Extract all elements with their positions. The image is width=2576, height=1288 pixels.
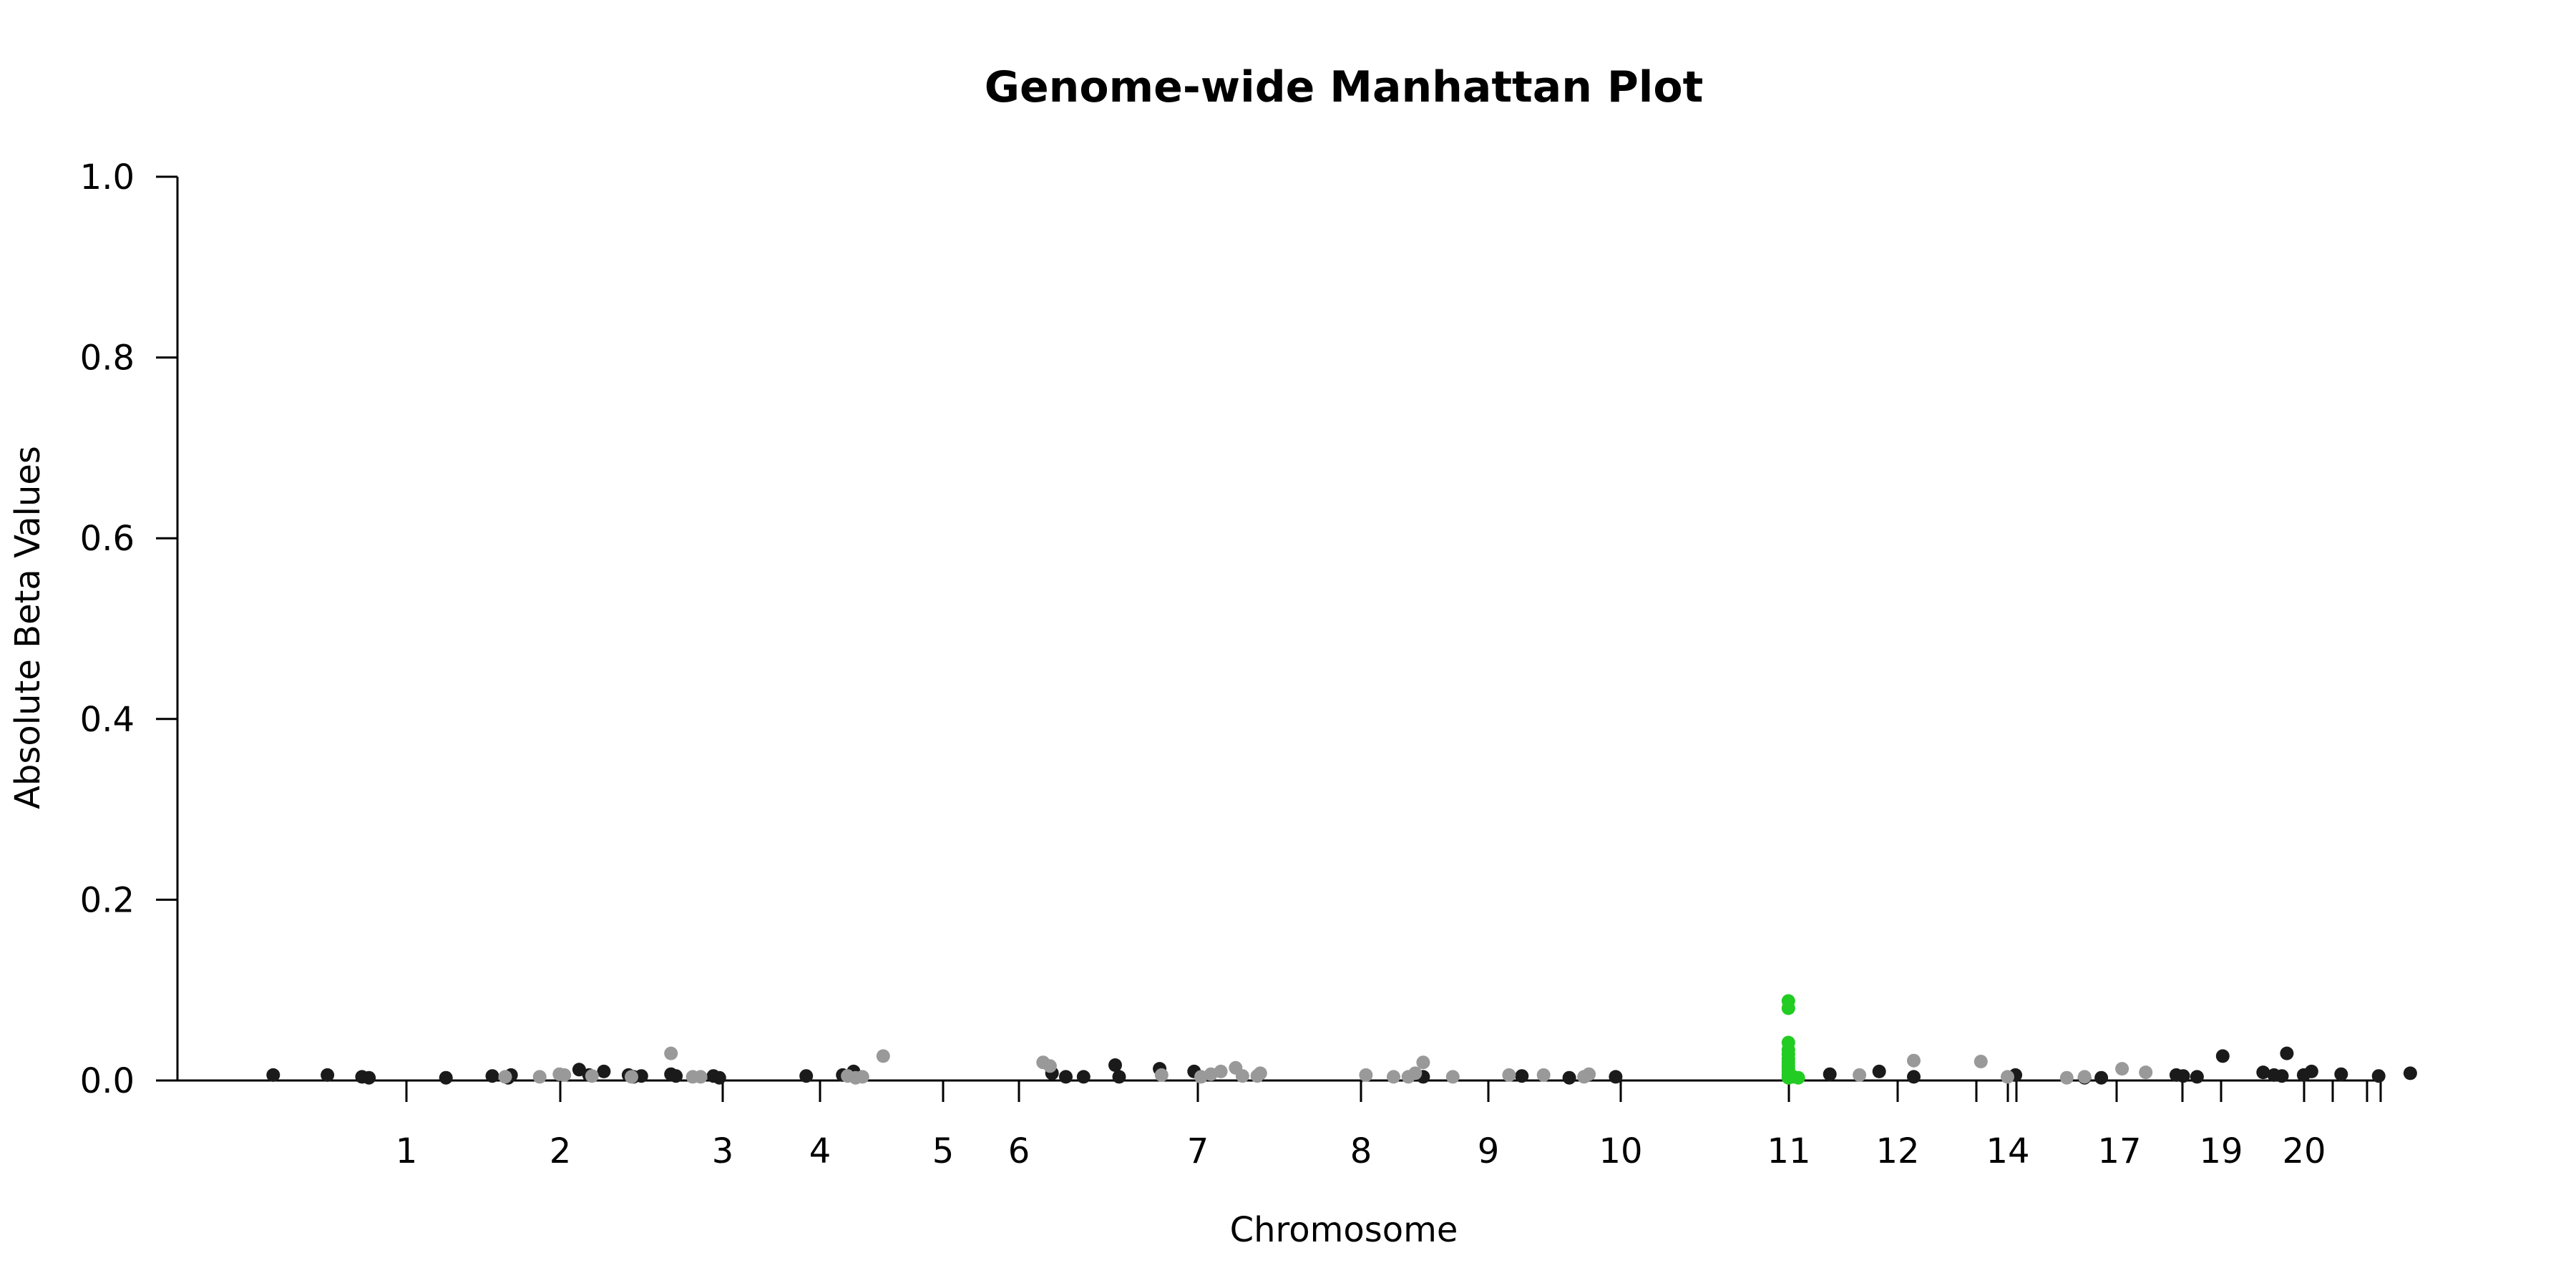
data-point-light [1907,1053,1921,1068]
x-tick-label: 3 [712,1131,734,1171]
data-point-light [664,1046,678,1060]
data-point-light [2001,1070,2014,1084]
data-point-dark [669,1069,683,1083]
y-tick-label: 0.0 [80,1061,135,1101]
data-point-dark [439,1070,453,1085]
data-point-light [693,1070,708,1084]
x-axis: 1 2 3 4 5 6 7 8 9 10 11 12 14 17 19 20 [177,1079,2382,1171]
data-point-dark [2176,1069,2190,1083]
y-axis-label: Absolute Beta Values [8,446,48,809]
data-point-dark [1076,1070,1091,1084]
data-point-light [1214,1064,1228,1078]
data-point-light [498,1070,512,1084]
data-point-light [2115,1062,2129,1076]
x-tick-label: 10 [1599,1131,1642,1171]
data-point-dark [1609,1070,1623,1084]
x-tick-label: 12 [1875,1131,1919,1171]
data-point-dark [2256,1065,2270,1080]
data-point-dark [2215,1049,2230,1063]
data-point-highlight [1791,1070,1805,1085]
data-point-dark [2334,1067,2348,1081]
data-point-light [1582,1067,1596,1081]
data-point-dark [597,1064,611,1078]
data-point-dark [1562,1070,1576,1085]
x-tick-label: 6 [1008,1131,1030,1171]
data-point-dark [1872,1064,1886,1078]
chart-title: Genome-wide Manhattan Plot [985,62,1704,112]
y-axis: 0.0 0.2 0.4 0.6 0.8 1.0 [80,157,179,1101]
x-tick-label: 5 [932,1131,955,1171]
y-tick-label: 0.2 [80,880,135,920]
data-point-light [1408,1066,1423,1080]
y-tick-label: 1.0 [80,157,135,197]
data-point-light [532,1070,547,1084]
data-point-light [1536,1068,1551,1082]
data-point-light [1974,1055,1988,1068]
data-point-light [1387,1070,1400,1084]
data-point-light [1154,1068,1169,1082]
data-point-light [1853,1068,1867,1082]
data-point-light [1043,1059,1057,1073]
data-point-dark [321,1068,335,1082]
x-tick-label: 19 [2199,1131,2243,1171]
data-point-dark [2190,1070,2204,1084]
data-point-light [1359,1068,1373,1082]
data-point-light [585,1069,599,1083]
data-point-light [876,1049,890,1063]
data-point-light [2139,1065,2153,1080]
data-point-dark [485,1069,499,1083]
data-point-dark [2280,1046,2294,1060]
y-tick-label: 0.4 [80,700,135,740]
data-point-light [855,1070,869,1084]
data-point-dark [2403,1066,2417,1080]
data-point-light [1416,1055,1430,1070]
x-tick-label: 1 [396,1131,418,1171]
data-point-light [1502,1068,1516,1082]
x-tick-label: 4 [809,1131,831,1171]
data-point-light [2077,1070,2092,1084]
data-point-dark [2094,1070,2109,1085]
data-point-highlight [1781,1001,1795,1015]
data-point-dark [1823,1067,1837,1081]
data-point-light [557,1068,572,1082]
y-tick-label: 0.8 [80,338,135,379]
data-point-dark [1059,1070,1073,1084]
data-point-light [2059,1070,2074,1085]
x-tick-label: 7 [1187,1131,1209,1171]
data-point-dark [712,1070,726,1085]
data-point-dark [799,1069,814,1083]
data-point-light [1445,1070,1460,1084]
x-tick-label: 8 [1350,1131,1372,1171]
data-point-dark [2371,1069,2386,1083]
data-point-dark [362,1070,376,1085]
data-point-light [1253,1066,1267,1080]
x-axis-label: Chromosome [1230,1210,1458,1250]
data-point-dark [2275,1069,2289,1083]
data-point-dark [634,1069,648,1083]
y-tick-label: 0.6 [80,519,135,559]
x-tick-label: 9 [1478,1131,1500,1171]
data-points [266,994,2417,1085]
data-point-dark [1108,1058,1122,1072]
data-point-dark [1907,1070,1921,1084]
x-tick-label: 14 [1986,1131,2029,1171]
data-point-dark [266,1068,280,1082]
data-point-light [625,1070,638,1084]
x-tick-label: 11 [1767,1131,1810,1171]
x-tick-label: 2 [550,1131,572,1171]
data-point-dark [1112,1070,1126,1084]
data-point-dark [2304,1064,2318,1078]
x-tick-label: 17 [2097,1131,2141,1171]
data-point-dark [1515,1069,1529,1083]
x-tick-label: 20 [2282,1131,2326,1171]
data-point-light [1235,1069,1249,1083]
